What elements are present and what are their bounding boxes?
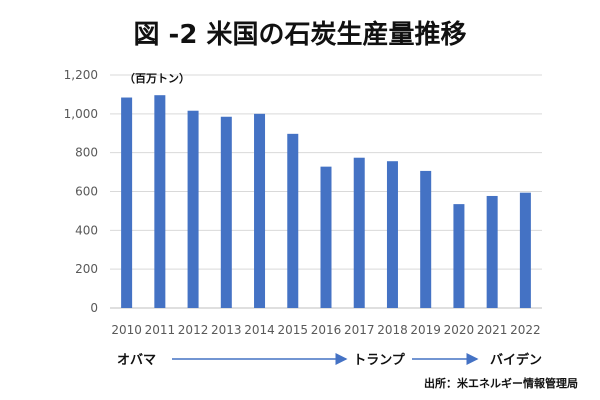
x-axis: 2010 2011 2012 2013 2014 2015 2016 2017 2018 2019… [111, 323, 540, 337]
bar [386, 161, 398, 308]
x-tick-label: 2020 [444, 323, 475, 337]
bar [420, 170, 432, 308]
bar [519, 192, 531, 308]
bar [220, 116, 232, 308]
y-tick-label: 1,000 [64, 107, 98, 121]
x-tick-label: 2015 [277, 323, 308, 337]
bar [486, 195, 498, 308]
x-tick-label: 2016 [311, 323, 342, 337]
chart-title: 図 -2 米国の石炭生産量推移 [133, 20, 467, 50]
x-tick-label: 2014 [244, 323, 275, 337]
administration-label: トランプ [353, 353, 406, 368]
y-tick-label: 400 [75, 223, 98, 237]
y-axis: 0 200 400 600 800 1,000 1,200 [64, 68, 98, 315]
x-tick-label: 2010 [111, 323, 142, 337]
unit-label: （百万トン） [124, 72, 190, 85]
bar [287, 133, 299, 308]
bar [154, 95, 166, 309]
y-tick-label: 600 [75, 185, 98, 199]
bar [121, 97, 133, 308]
x-tick-label: 2013 [211, 323, 242, 337]
x-tick-label: 2022 [510, 323, 541, 337]
x-tick-label: 2017 [344, 323, 375, 337]
x-tick-label: 2012 [178, 323, 209, 337]
administration-label: バイデン [490, 352, 542, 368]
y-tick-label: 1,200 [64, 68, 98, 82]
bar [320, 166, 332, 308]
x-tick-label: 2019 [410, 323, 441, 337]
source-note: 出所：米エネルギー情報管理局 [424, 377, 578, 390]
x-tick-label: 2021 [477, 323, 508, 337]
bar [453, 204, 465, 308]
y-tick-label: 800 [75, 146, 98, 160]
x-tick-label: 2011 [145, 323, 176, 337]
bar [353, 157, 365, 308]
administration-label: オバマ [117, 353, 156, 368]
y-tick-label: 200 [75, 262, 98, 276]
bar [254, 113, 266, 308]
bars [121, 95, 531, 309]
x-tick-label: 2018 [377, 323, 408, 337]
y-tick-label: 0 [90, 301, 98, 315]
bar [187, 110, 199, 308]
administration-timeline: オバマ トランプ バイデン [117, 352, 542, 368]
